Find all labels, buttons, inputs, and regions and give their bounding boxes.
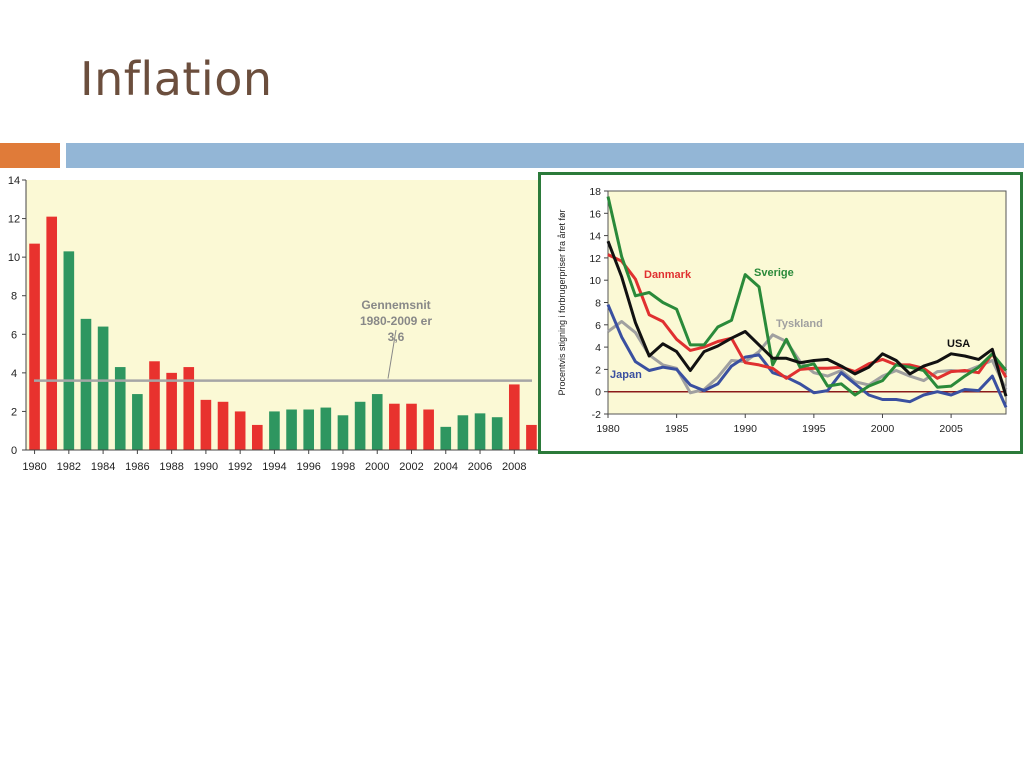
line-chart-y-tick-label: -2 xyxy=(592,409,601,421)
bar-chart-y-tick-label: 14 xyxy=(8,175,20,187)
bar-2003 xyxy=(423,409,434,450)
bar-1997 xyxy=(320,407,332,450)
series-line-japan xyxy=(606,304,1008,408)
series-label-japan: Japan xyxy=(610,369,642,381)
bar-chart-x-tick-label: 1990 xyxy=(194,461,218,473)
bar-1991 xyxy=(217,401,229,450)
line-chart-y-tick-label: 6 xyxy=(595,320,601,332)
bar-2001 xyxy=(389,403,400,450)
line-chart-y-tick-label: 14 xyxy=(589,231,601,243)
bar-1999 xyxy=(354,401,366,450)
bar-1982 xyxy=(63,251,75,450)
line-chart-x-tick-label: 1990 xyxy=(734,423,758,435)
line-chart-x-tick-label: 2005 xyxy=(939,423,963,435)
bar-chart-y-tick-label: 10 xyxy=(8,252,20,264)
series-line-danmark xyxy=(607,253,1008,380)
bar-2007 xyxy=(491,417,503,450)
line-chart-x-tick-label: 1995 xyxy=(802,423,826,435)
series-label-sverige: Sverige xyxy=(754,267,794,279)
bar-chart-x-tick-label: 1998 xyxy=(331,461,355,473)
line-chart-y-axis-label: Procentvis stigning i forbrugerpriser fr… xyxy=(557,209,567,395)
accent-bar-blue xyxy=(66,143,1024,168)
bar-1985 xyxy=(114,367,126,450)
bar-2009 xyxy=(526,424,537,450)
bar-chart-x-tick-label: 2006 xyxy=(468,461,492,473)
bar-chart-x-tick-label: 1996 xyxy=(296,461,320,473)
bar-2004 xyxy=(440,426,452,450)
bar-2002 xyxy=(406,403,417,450)
bar-chart-plot-area xyxy=(26,180,540,450)
bar-1988 xyxy=(166,372,177,450)
bar-1987 xyxy=(149,361,160,450)
bar-2008 xyxy=(508,384,520,450)
bar-1989 xyxy=(183,367,195,450)
line-chart-y-tick-label: 0 xyxy=(595,387,601,399)
bar-chart-y-tick-label: 8 xyxy=(11,291,17,303)
series-line-usa xyxy=(606,240,1008,397)
line-chart-y-tick-label: 2 xyxy=(595,364,601,376)
line-chart-y-tick-label: 16 xyxy=(589,208,601,220)
bar-1992 xyxy=(234,411,246,450)
bar-chart-x-tick-label: 2008 xyxy=(502,461,526,473)
slide-title: Inflation xyxy=(80,52,273,106)
bar-chart-annotation-line-2: 1980-2009 er xyxy=(360,314,432,328)
bar-1994 xyxy=(269,411,280,450)
accent-bar-orange xyxy=(0,143,60,168)
bar-chart-x-tick-label: 2002 xyxy=(399,461,423,473)
line-chart: -2 0 2 4 6 8 10 12 14 16 18 1980 1985 1990 1995 2000 20… xyxy=(538,172,1023,454)
bar-chart-x-tick-label: 1984 xyxy=(91,461,115,473)
series-label-usa: USA xyxy=(947,338,970,350)
bar-1993 xyxy=(251,424,263,450)
bar-1981 xyxy=(46,216,58,450)
bar-chart-annotation-pointer xyxy=(387,329,397,379)
bar-1996 xyxy=(303,409,315,450)
line-chart-y-tick-label: 8 xyxy=(595,298,601,310)
bar-chart-x-tick-label: 2004 xyxy=(434,461,458,473)
line-chart-y-tick-label: 10 xyxy=(589,275,601,287)
series-label-tyskland: Tyskland xyxy=(776,318,823,330)
bar-2000 xyxy=(371,394,383,450)
bar-1980 xyxy=(29,243,40,450)
line-chart-x-tick-label: 1980 xyxy=(596,423,620,435)
bar-chart-annotation-line-3: 3,6 xyxy=(388,330,405,344)
line-chart-y-tick-label: 4 xyxy=(595,342,601,354)
bar-chart-y-tick-label: 6 xyxy=(11,329,17,341)
bar-chart-x-tick-label: 1980 xyxy=(22,461,46,473)
bar-1986 xyxy=(132,394,143,450)
bar-1995 xyxy=(286,409,297,450)
bar-1990 xyxy=(200,399,212,450)
line-chart-plot-area xyxy=(607,190,1007,415)
bar-chart-y-tick-label: 4 xyxy=(11,368,17,380)
bar-1984 xyxy=(97,326,109,450)
bar-chart-annotation-line-1: Gennemsnit xyxy=(361,298,430,312)
bar-chart-y-tick-label: 12 xyxy=(8,214,20,226)
bar-chart-x-tick-label: 1986 xyxy=(125,461,149,473)
bar-chart-x-tick-label: 1982 xyxy=(57,461,81,473)
bar-chart-x-tick-label: 1994 xyxy=(262,461,286,473)
bar-1998 xyxy=(337,415,349,450)
bar-chart-x-tick-label: 2000 xyxy=(365,461,389,473)
line-chart-x-tick-label: 2000 xyxy=(871,423,895,435)
bar-2006 xyxy=(474,413,486,450)
line-chart-y-tick-label: 12 xyxy=(589,253,601,265)
bar-chart-y-tick-label: 0 xyxy=(11,445,17,457)
line-chart-x-tick-label: 1985 xyxy=(665,423,689,435)
series-line-sverige xyxy=(606,196,1008,397)
series-label-danmark: Danmark xyxy=(644,269,692,281)
bar-1983 xyxy=(80,318,92,450)
bar-chart-x-tick-label: 1988 xyxy=(159,461,183,473)
bar-chart-x-tick-label: 1992 xyxy=(228,461,252,473)
bar-chart-y-tick-label: 2 xyxy=(11,406,17,418)
bar-2005 xyxy=(457,415,469,450)
line-chart-y-tick-label: 18 xyxy=(589,186,601,198)
